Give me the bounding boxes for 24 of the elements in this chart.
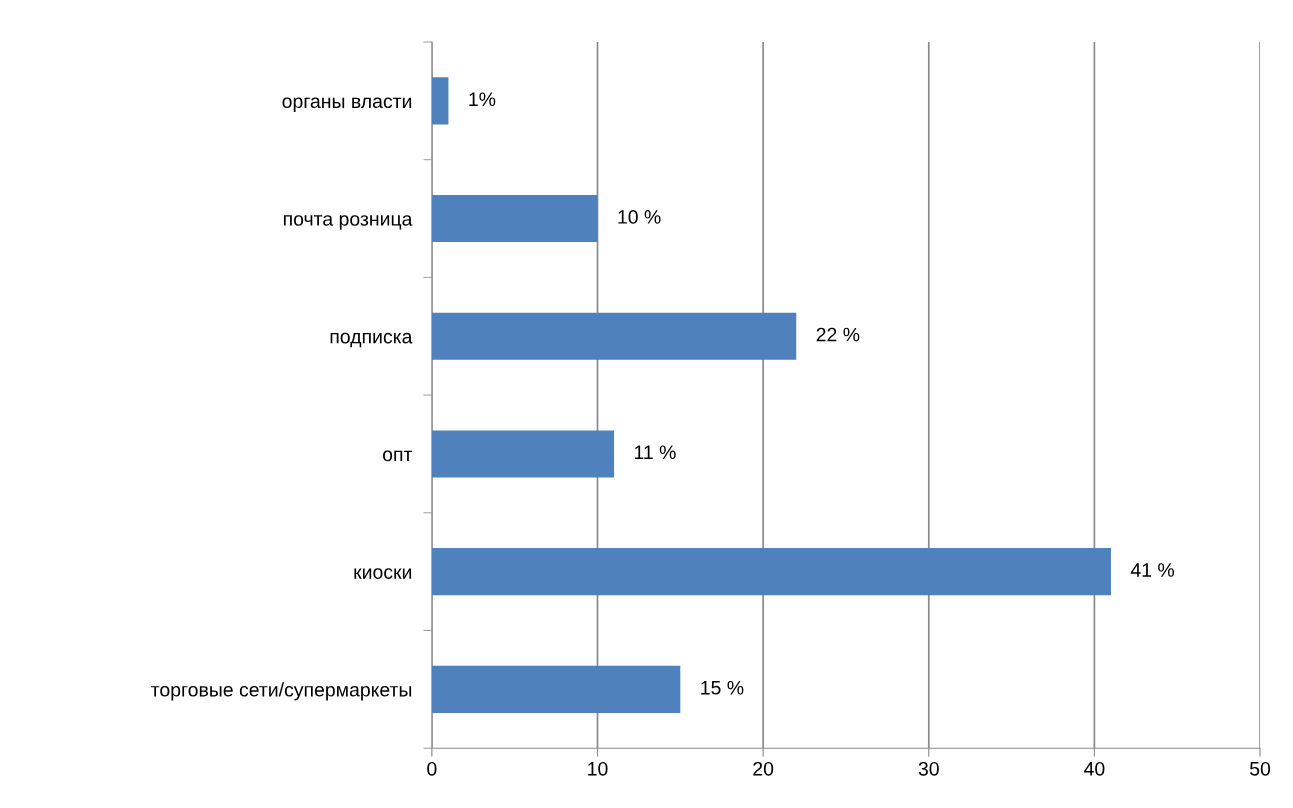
- data-label: 1%: [469, 92, 496, 107]
- x-tick-label: 0: [427, 761, 437, 776]
- bar: [431, 77, 449, 125]
- y-tick-label: торговые сети/супермаркеты: [151, 682, 412, 701]
- data-label: 22 %: [816, 327, 860, 342]
- data-label: 41 %: [1130, 563, 1175, 577]
- bar: [431, 195, 598, 243]
- y-tick-label: киоски: [354, 568, 412, 579]
- y-tick-label: опт: [382, 450, 413, 462]
- x-tick-label: 30: [918, 761, 939, 776]
- y-tick-label: почта розница: [283, 215, 413, 230]
- bar: [431, 548, 1111, 596]
- x-tick-label: 10: [588, 761, 608, 776]
- x-tick-label: 20: [753, 761, 774, 776]
- data-label: 11 %: [634, 445, 676, 460]
- x-tick-label: 50: [1249, 761, 1271, 776]
- y-tick-label: подписка: [330, 332, 413, 348]
- data-label: 10 %: [618, 210, 661, 224]
- data-label: 15 %: [701, 680, 744, 695]
- bar: [431, 665, 681, 713]
- x-tick-label: 40: [1084, 761, 1105, 776]
- bar: [431, 312, 797, 360]
- y-tick-label: органы власти: [282, 97, 412, 112]
- bar: [431, 430, 615, 478]
